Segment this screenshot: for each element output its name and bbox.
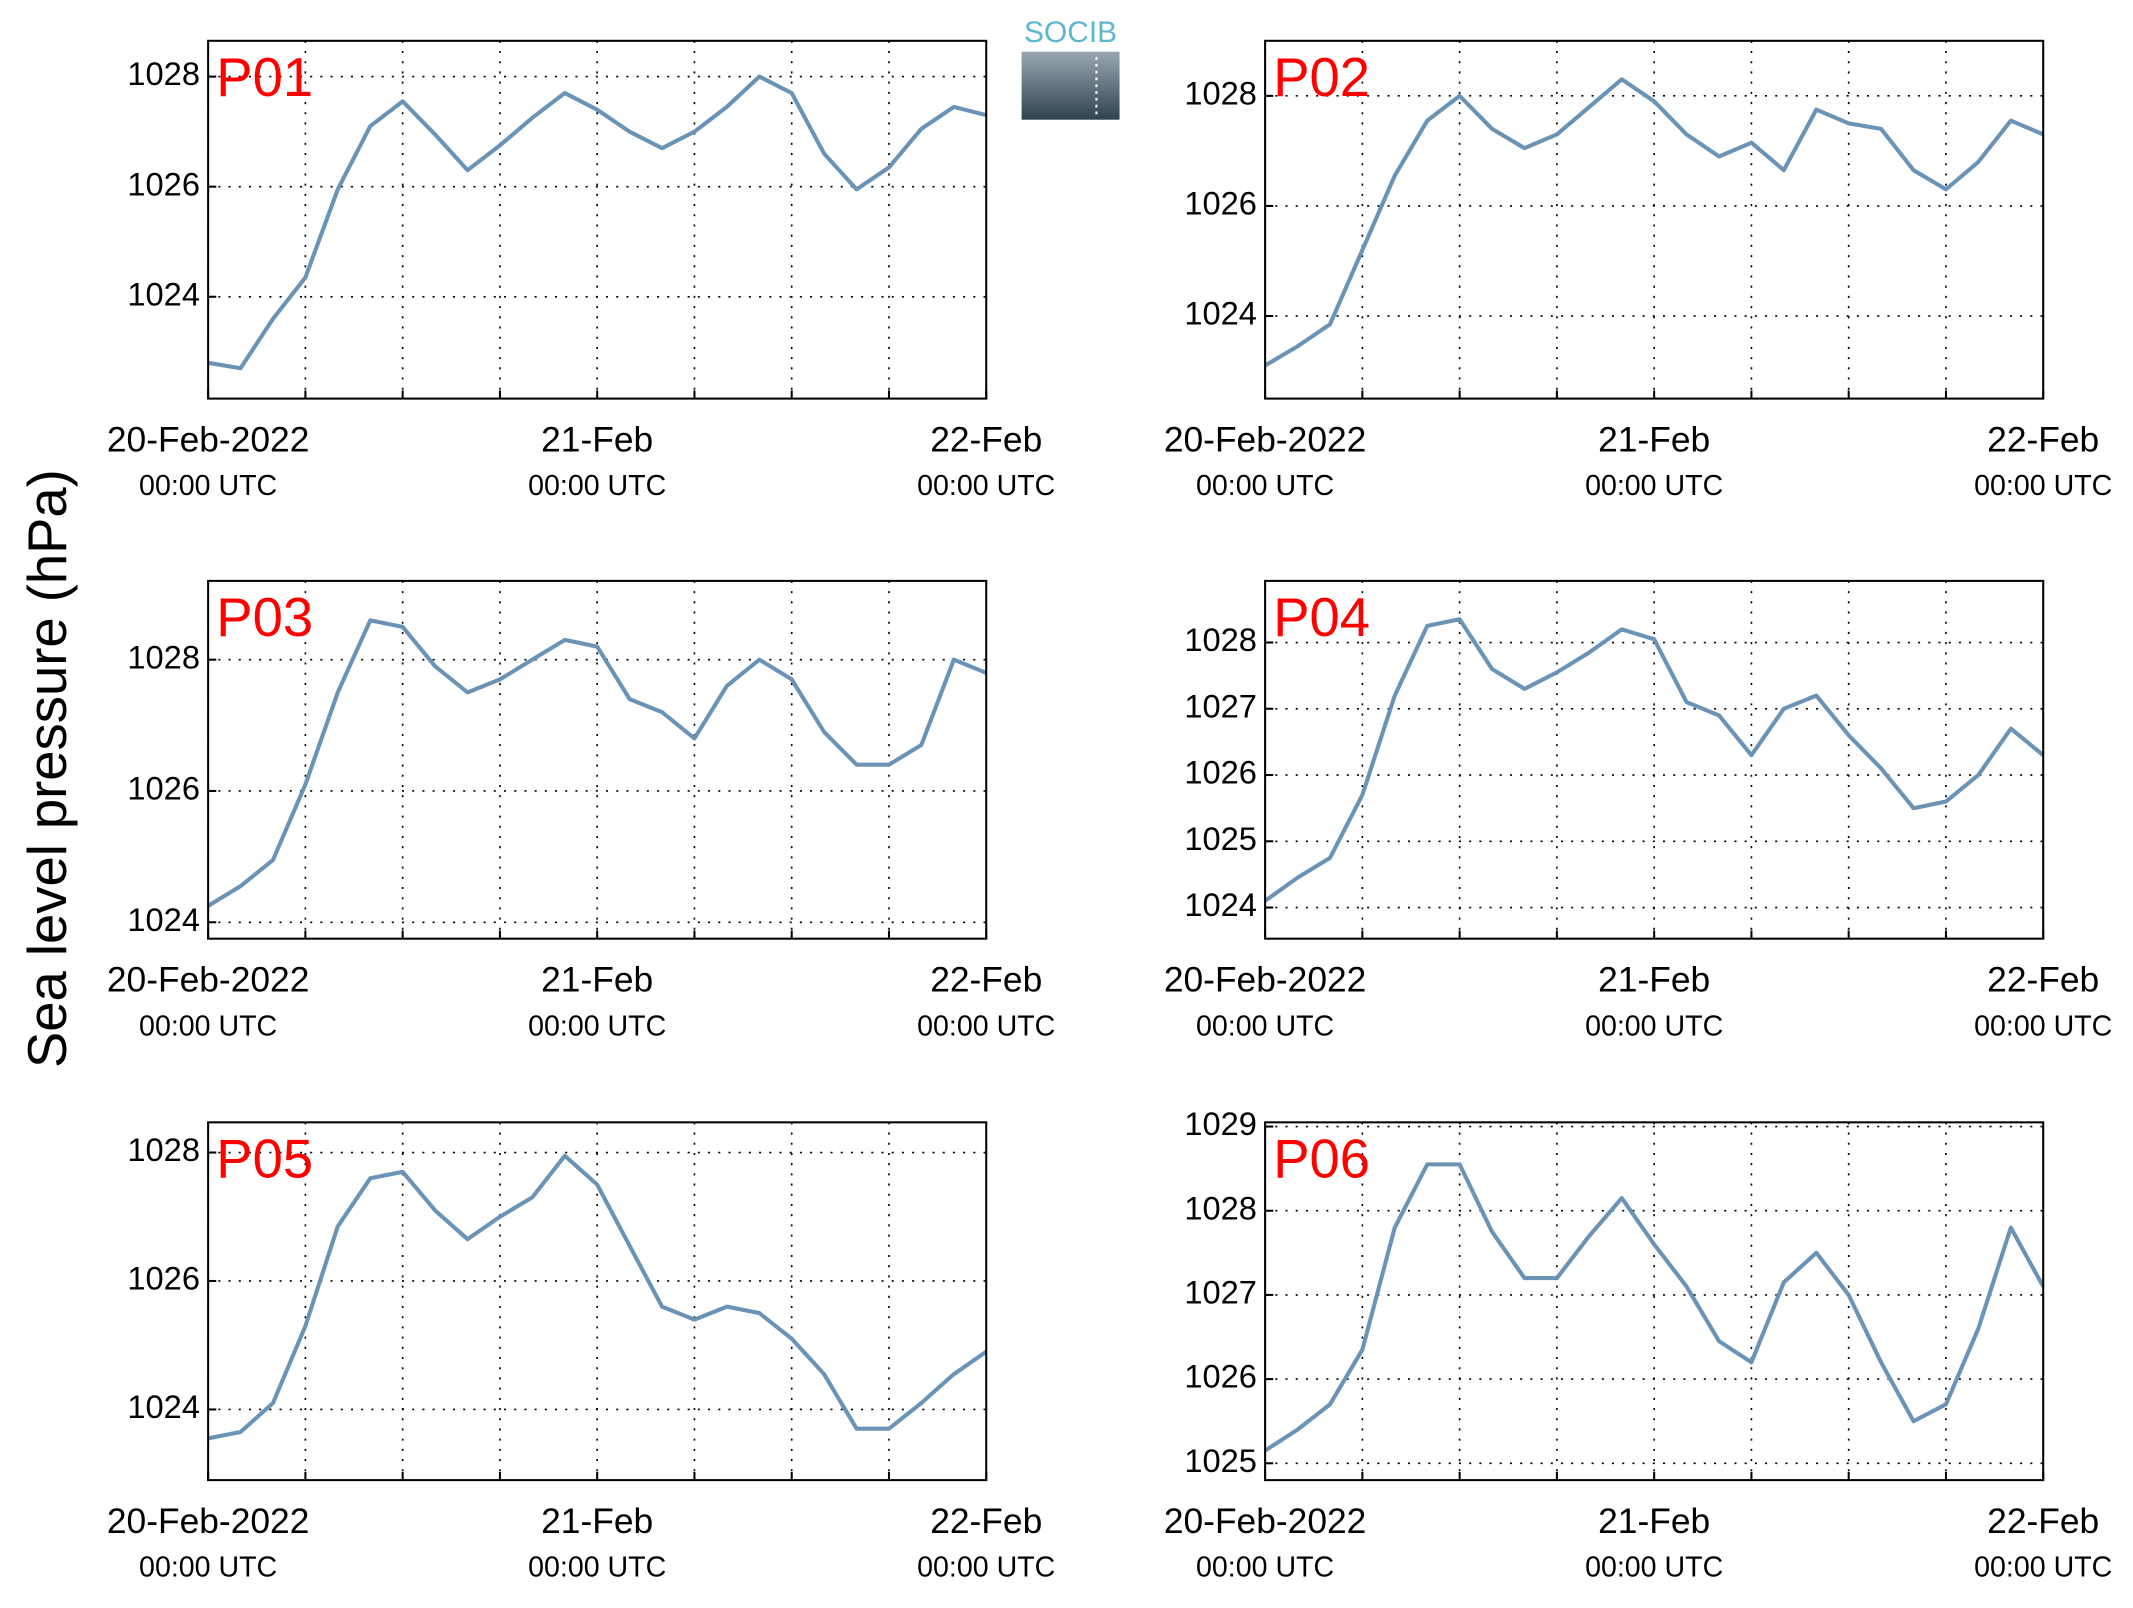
- x-tick-label-box: 22-Feb 00:00 UTC: [917, 1500, 1056, 1584]
- plot-frame: [1264, 1121, 2045, 1482]
- y-tick-label: 1025: [1184, 1442, 1257, 1479]
- y-tick-label: 1027: [1184, 687, 1257, 724]
- x-tick-label-box: 22-Feb 00:00 UTC: [1974, 959, 2113, 1042]
- plot-frame: [207, 579, 988, 940]
- panel: 1024 1026 1028 20-Feb-2022 00:00 UTC 21-Feb …: [106, 579, 1056, 1042]
- x-tick-label: 22-Feb 00:00 UTC: [1974, 1500, 2113, 1584]
- x-tick-label-box: 21-Feb 00:00 UTC: [1585, 1500, 1724, 1584]
- x-tick-label: 22-Feb 00:00 UTC: [917, 419, 1056, 502]
- x-tick-label-box: 21-Feb 00:00 UTC: [528, 959, 667, 1042]
- y-tick-label: 1024: [127, 1388, 200, 1425]
- y-tick-label: 1026: [1184, 185, 1257, 222]
- x-tick-label-box: 22-Feb 00:00 UTC: [1974, 1500, 2113, 1584]
- x-tick-label: 22-Feb 00:00 UTC: [1974, 419, 2113, 502]
- logo-block: [1021, 51, 1120, 120]
- plot-frame: [207, 1121, 988, 1482]
- panel-title: P06: [1273, 1129, 1370, 1190]
- x-tick-label: 21-Feb 00:00 UTC: [528, 419, 667, 502]
- y-tick-label: 1026: [1184, 1358, 1257, 1395]
- plot-area: [208, 580, 987, 939]
- data-line: [207, 618, 988, 908]
- y-tick-label: 1026: [127, 165, 200, 202]
- plot-area: [208, 1122, 987, 1481]
- data-line: [1263, 617, 2045, 903]
- y-tick-label: 1028: [1184, 621, 1257, 658]
- x-tick-label: 21-Feb 00:00 UTC: [1585, 419, 1724, 502]
- data-line: [207, 1153, 988, 1441]
- y-tick-label: 1024: [1184, 886, 1257, 923]
- x-tick-label-box: 21-Feb 00:00 UTC: [1585, 419, 1724, 502]
- x-tick-label-box: 20-Feb-2022 00:00 UTC: [106, 419, 310, 502]
- x-tick-label: 20-Feb-2022 00:00 UTC: [106, 959, 310, 1042]
- x-tick-label-box: 22-Feb 00:00 UTC: [1974, 419, 2113, 502]
- panel: 1024 1026 1028 20-Feb-2022 00:00 UTC 21-Feb …: [106, 1121, 1056, 1584]
- x-tick-label: 20-Feb-2022 00:00 UTC: [106, 1500, 310, 1584]
- data-line: [1263, 1162, 2046, 1453]
- panel: 1024 1026 1028 20-Feb-2022 00:00 UTC 21-Feb …: [1163, 39, 2113, 502]
- x-tick-label: 20-Feb-2022 00:00 UTC: [1163, 959, 1367, 1042]
- x-tick-label: 21-Feb 00:00 UTC: [1585, 959, 1724, 1042]
- x-tick-label-box: 20-Feb-2022 00:00 UTC: [106, 1500, 310, 1584]
- x-tick-label-box: 22-Feb 00:00 UTC: [917, 959, 1056, 1042]
- panel-title: P02: [1273, 47, 1370, 108]
- data-line: [1264, 77, 2045, 368]
- plot-area: [1265, 580, 2044, 939]
- y-tick-label: 1025: [1184, 820, 1257, 857]
- plot-area: [208, 40, 987, 399]
- x-tick-label-box: 21-Feb 00:00 UTC: [1585, 959, 1724, 1042]
- plot-area: [1265, 1122, 2044, 1481]
- y-tick-label: 1028: [127, 55, 200, 92]
- x-tick-label-box: 22-Feb 00:00 UTC: [917, 419, 1056, 502]
- panel-title: P01: [216, 47, 313, 108]
- x-tick-label: 21-Feb 00:00 UTC: [528, 959, 667, 1042]
- x-tick-label-box: 20-Feb-2022 00:00 UTC: [1163, 959, 1367, 1042]
- logo-text: SOCIB: [1024, 16, 1117, 49]
- x-tick-label-box: 21-Feb 00:00 UTC: [528, 419, 667, 502]
- y-tick-label: 1026: [127, 770, 200, 807]
- x-tick-label-box: 20-Feb-2022 00:00 UTC: [1163, 1500, 1367, 1584]
- x-tick-label: 20-Feb-2022 00:00 UTC: [106, 419, 310, 502]
- panel: 1024 1026 1028 20-Feb-2022 00:00 UTC 21-Feb …: [106, 39, 1056, 502]
- x-tick-label: 22-Feb 00:00 UTC: [1974, 959, 2113, 1042]
- x-tick-label: 21-Feb 00:00 UTC: [1585, 1500, 1724, 1584]
- x-tick-label-box: 21-Feb 00:00 UTC: [528, 1500, 667, 1584]
- logo: SOCIB: [1021, 16, 1120, 120]
- x-tick-label: 22-Feb 00:00 UTC: [917, 1500, 1056, 1584]
- y-tick-label: 1024: [127, 275, 200, 312]
- x-tick-label-box: 20-Feb-2022 00:00 UTC: [106, 959, 310, 1042]
- y-tick-label: 1028: [1184, 1189, 1257, 1226]
- y-axis-label: Sea level pressure (hPa): [17, 469, 78, 1068]
- y-tick-label: 1028: [1184, 74, 1257, 111]
- plot-frame: [207, 39, 988, 400]
- y-tick-label: 1027: [1184, 1274, 1257, 1311]
- plot-frame: [1264, 579, 2045, 940]
- panel-title: P04: [1273, 587, 1370, 648]
- plot-area: [1265, 40, 2044, 399]
- panel: 1024 1025 1026 1027 1028 20-Feb-2022 00:00 UT…: [1163, 579, 2113, 1042]
- x-tick-label: 22-Feb 00:00 UTC: [917, 959, 1056, 1042]
- x-tick-label: 20-Feb-2022 00:00 UTC: [1163, 1500, 1367, 1584]
- x-tick-label: 20-Feb-2022 00:00 UTC: [1163, 419, 1367, 502]
- panel-title: P05: [216, 1129, 313, 1190]
- y-tick-label: 1026: [127, 1260, 200, 1297]
- y-tick-label: 1024: [1184, 295, 1257, 332]
- plot-frame: [1264, 39, 2045, 400]
- y-tick-label: 1028: [127, 638, 200, 675]
- x-tick-label-box: 20-Feb-2022 00:00 UTC: [1163, 419, 1367, 502]
- y-tick-label: 1028: [127, 1131, 200, 1168]
- x-tick-label: 21-Feb 00:00 UTC: [528, 1500, 667, 1584]
- y-tick-label: 1029: [1184, 1105, 1257, 1142]
- data-line: [207, 74, 987, 371]
- panel-title: P03: [216, 587, 313, 648]
- y-tick-label: 1024: [127, 901, 200, 938]
- y-tick-label: 1026: [1184, 754, 1257, 791]
- panel: 1025 1026 1027 1028 1029 20-Feb-2022 00:00 UT…: [1163, 1105, 2113, 1584]
